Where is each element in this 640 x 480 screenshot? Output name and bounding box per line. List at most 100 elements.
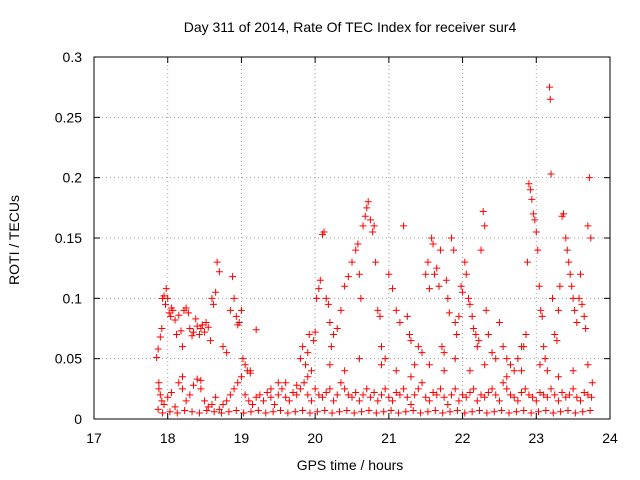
roti-point <box>219 343 227 351</box>
roti-point <box>262 409 270 417</box>
roti-point <box>316 276 324 284</box>
y-tick-label: 0.3 <box>63 49 83 65</box>
roti-point <box>499 343 507 351</box>
roti-point <box>226 306 234 314</box>
roti-point <box>223 349 231 357</box>
roti-point <box>525 391 533 399</box>
roti-point <box>418 379 426 387</box>
roti-point <box>372 258 380 266</box>
roti-point <box>306 409 314 417</box>
roti-point <box>230 294 238 302</box>
roti-point <box>212 393 220 401</box>
roti-point <box>155 385 163 393</box>
roti-point <box>182 304 190 312</box>
roti-point <box>193 322 201 330</box>
roti-point <box>355 270 363 278</box>
roti-point <box>171 316 179 324</box>
roti-point <box>466 300 474 308</box>
roti-point <box>451 385 459 393</box>
roti-point <box>540 343 548 351</box>
roti-point <box>573 393 581 401</box>
x-tick-label: 17 <box>86 430 102 446</box>
roti-point <box>492 391 500 399</box>
roti-point <box>304 373 312 381</box>
roti-point <box>271 401 279 409</box>
roti-point <box>358 408 366 416</box>
roti-point <box>197 325 205 332</box>
roti-point <box>197 385 205 393</box>
roti-point <box>302 361 310 369</box>
roti-point <box>473 343 481 351</box>
roti-point <box>245 397 253 405</box>
roti-point <box>237 306 245 314</box>
roti-point <box>337 379 345 387</box>
roti-point <box>369 228 377 236</box>
roti-point <box>461 409 469 417</box>
roti-point <box>269 408 277 416</box>
roti-point <box>587 234 595 242</box>
roti-point <box>492 355 500 363</box>
roti-point <box>158 397 166 405</box>
x-tick-label: 22 <box>455 430 471 446</box>
roti-point <box>565 258 573 266</box>
roti-point <box>560 210 568 218</box>
roti-point <box>453 407 461 415</box>
roti-point <box>341 367 349 375</box>
roti-point <box>470 325 478 332</box>
roti-point <box>525 180 533 188</box>
roti-point <box>440 367 448 375</box>
roti-point <box>348 393 356 401</box>
roti-point <box>571 306 579 314</box>
roti-point <box>229 273 237 281</box>
roti-point <box>153 353 161 361</box>
roti-point <box>377 343 385 351</box>
roti-point <box>282 379 290 387</box>
roti-point <box>571 409 579 417</box>
roti-point <box>543 367 551 375</box>
roti-point <box>514 397 522 405</box>
roti-point <box>414 343 422 351</box>
roti-point <box>361 212 369 220</box>
roti-point <box>203 407 211 415</box>
roti-point <box>435 282 443 290</box>
roti-point <box>488 349 496 357</box>
roti-point <box>586 407 594 415</box>
roti-point <box>241 391 249 399</box>
roti-point <box>195 409 203 417</box>
roti-point <box>175 379 183 387</box>
roti-point <box>477 246 485 254</box>
roti-point <box>195 331 203 339</box>
roti-point <box>359 391 367 399</box>
roti-point <box>305 331 313 339</box>
roti-point <box>549 409 557 417</box>
roti-point <box>267 385 275 393</box>
roti-point <box>209 300 217 308</box>
y-tick-label: 0 <box>74 411 82 427</box>
roti-point <box>182 397 190 405</box>
roti-point <box>226 391 234 399</box>
roti-point <box>425 397 433 405</box>
roti-point <box>537 306 545 314</box>
roti-point <box>212 288 220 296</box>
y-tick-label: 0.05 <box>55 351 82 367</box>
roti-point <box>201 397 209 405</box>
roti-point <box>527 409 535 417</box>
roti-point <box>192 315 200 323</box>
roti-point <box>536 388 544 396</box>
roti-point <box>503 385 511 393</box>
roti-point <box>529 210 537 218</box>
roti-point <box>156 333 164 341</box>
roti-point <box>510 367 518 375</box>
roti-point <box>481 222 489 230</box>
roti-point <box>400 385 408 393</box>
y-tick-label: 0.15 <box>55 230 82 246</box>
chart-title: Day 311 of 2014, Rate Of TEC Index for r… <box>184 19 517 35</box>
roti-point <box>278 385 286 393</box>
roti-point <box>450 246 458 254</box>
x-tick-label: 21 <box>381 430 397 446</box>
roti-point <box>210 408 218 416</box>
roti-point <box>235 318 243 326</box>
roti-point <box>557 408 565 416</box>
roti-point <box>411 391 419 399</box>
roti-point <box>307 397 315 405</box>
